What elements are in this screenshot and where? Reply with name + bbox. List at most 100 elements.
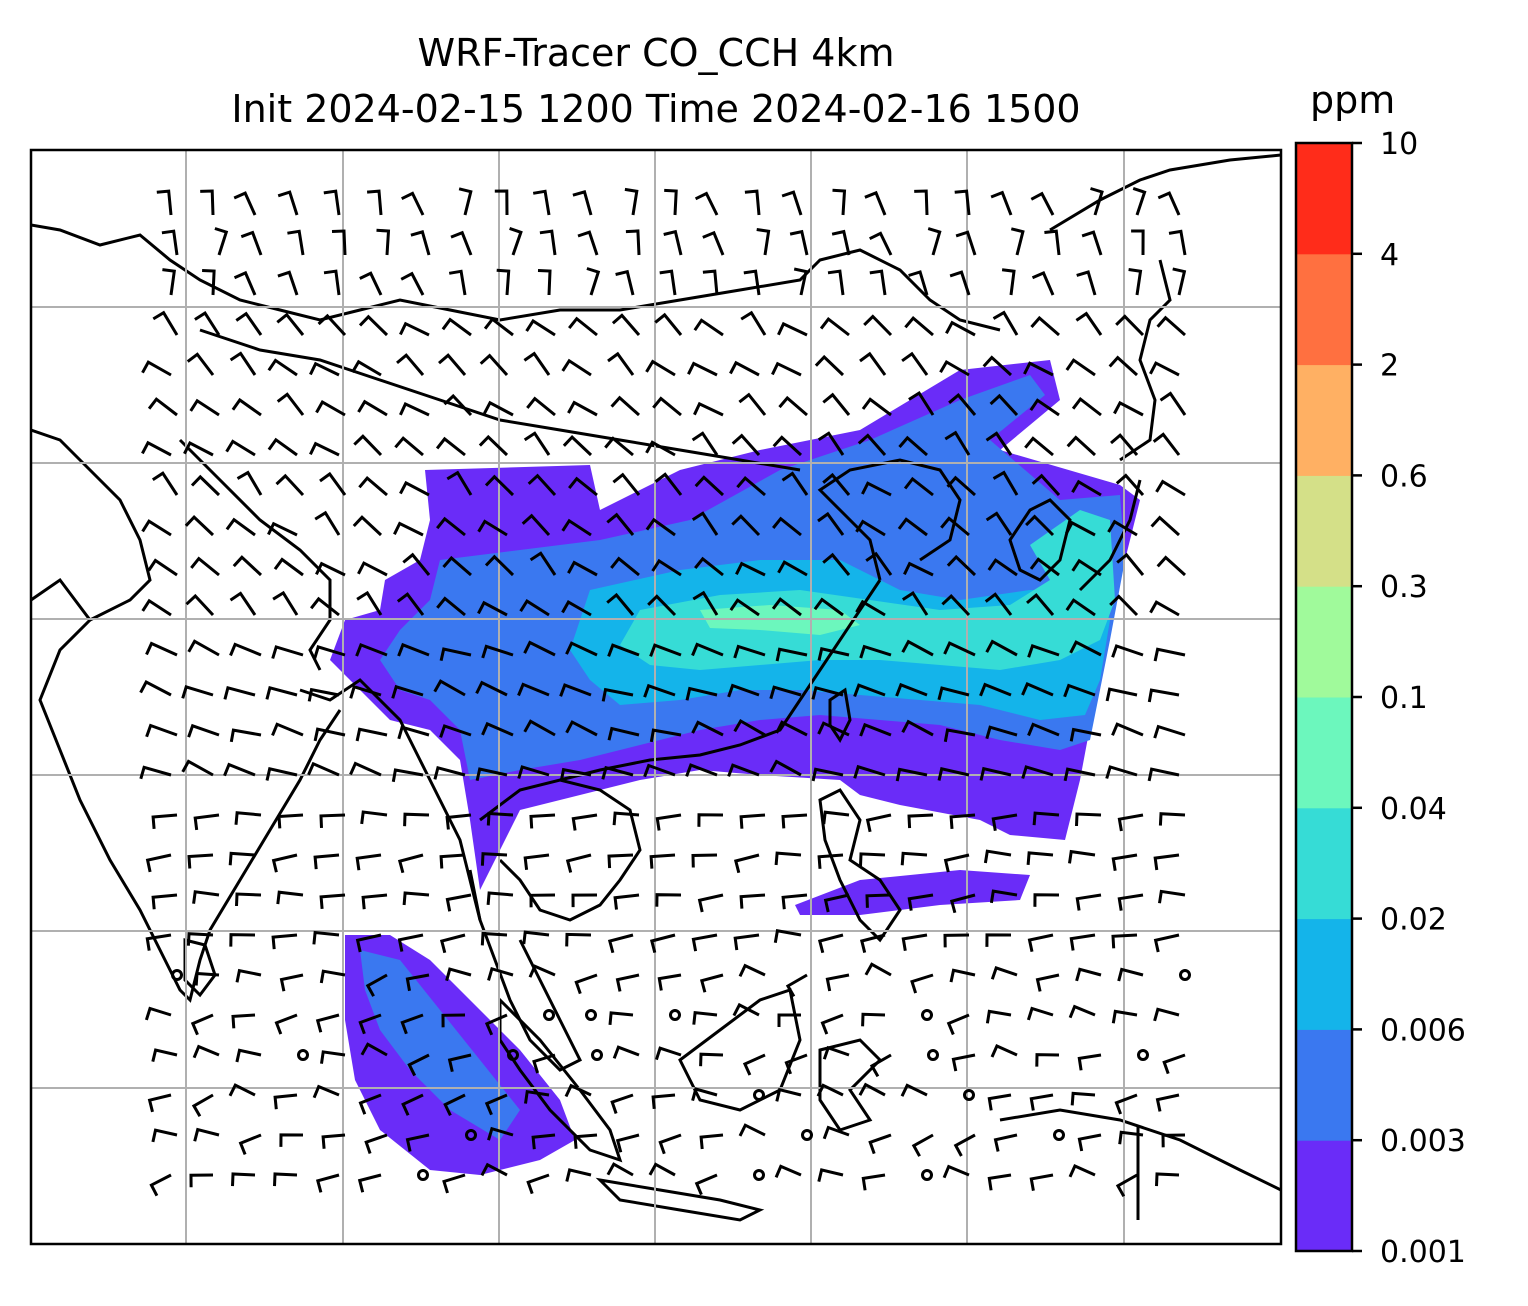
wind-barb: [1063, 767, 1096, 782]
wind-barb: [1027, 643, 1060, 658]
wind-barb: [1149, 361, 1180, 377]
wind-barb: [731, 433, 761, 456]
wind-barb: [697, 813, 724, 827]
wind-barb: [235, 311, 263, 336]
wind-barb: [528, 964, 556, 978]
wind-barb: [564, 1083, 592, 1098]
colorbar-segment: [1296, 807, 1352, 920]
wind-barb: [537, 269, 552, 296]
wind-barb: [1081, 230, 1103, 256]
wind-barb: [396, 592, 425, 616]
wind-barb-calm: [927, 1049, 939, 1061]
wind-barb: [985, 639, 1018, 657]
wind-barb: [399, 402, 430, 417]
wind-barb: [484, 554, 515, 577]
wind-barb: [1111, 1009, 1138, 1024]
wind-barb: [1026, 851, 1054, 866]
wind-barb: [200, 189, 215, 216]
wind-barb: [145, 853, 172, 873]
wind-barb: [310, 596, 340, 617]
wind-barb: [895, 682, 928, 697]
wind-barb: [775, 720, 808, 737]
wind-barb: [601, 687, 634, 702]
wind-barb: [355, 727, 388, 742]
wind-barb: [139, 679, 172, 697]
wind-barb: [756, 228, 771, 256]
wind-barb-calm: [669, 1009, 681, 1021]
wind-barb: [942, 1164, 970, 1179]
wind-barb: [1021, 765, 1054, 779]
wind-barb: [568, 316, 598, 337]
wind-barb: [659, 269, 677, 296]
wind-barb: [811, 685, 844, 700]
wind-barb: [654, 472, 683, 496]
wind-barb: [1153, 647, 1186, 662]
wind-barb: [953, 1133, 976, 1157]
wind-barb: [1077, 1053, 1102, 1071]
wind-barb: [443, 1093, 466, 1117]
korea: [1008, 498, 1072, 582]
wind-barb: [937, 686, 970, 701]
wind-barb: [496, 268, 511, 296]
colorbar-tick-label: 0.3: [1380, 570, 1428, 605]
wind-barb: [907, 893, 934, 911]
wind-barb: [990, 190, 1013, 216]
chart-subtitle: Init 2024-02-15 1200 Time 2024-02-16 150…: [231, 87, 1081, 131]
wind-barb: [445, 967, 472, 982]
wind-barb: [524, 1089, 550, 1104]
wind-barb: [189, 398, 220, 417]
wind-barb: [651, 1093, 676, 1110]
wind-barb: [946, 554, 977, 577]
colorbar-segment: [1296, 586, 1352, 698]
wind-barb: [402, 552, 431, 576]
wind-barb: [692, 1010, 718, 1025]
wind-barb: [1069, 933, 1096, 951]
wind-barb: [985, 725, 1018, 740]
wind-barb-calm: [417, 1169, 429, 1181]
wind-barb: [607, 643, 640, 657]
wind-barb: [480, 852, 508, 866]
wind-barb: [649, 643, 682, 657]
wind-barb: [144, 1006, 172, 1021]
wind-barb: [1029, 1173, 1054, 1191]
wind-barb: [313, 645, 346, 659]
wind-barb: [438, 353, 467, 376]
wind-barb: [509, 226, 523, 256]
wind-barb: [486, 891, 514, 906]
wind-barb: [279, 973, 304, 992]
wind-barb: [240, 230, 263, 256]
wind-barb: [859, 351, 887, 376]
wind-barb: [400, 1013, 424, 1035]
wind-barb: [771, 361, 802, 377]
wind-barb: [729, 598, 760, 617]
wind-barb: [855, 519, 886, 537]
wind-barb: [317, 313, 347, 337]
wind-barb: [358, 475, 388, 497]
wind-barb: [1075, 967, 1102, 982]
wind-barb: [309, 441, 340, 457]
wind-barb: [276, 312, 305, 336]
wind-barb: [364, 1133, 388, 1154]
indochina-coast: [479, 778, 642, 922]
wind-barb: [859, 852, 886, 866]
wind-barb: [831, 229, 851, 256]
wind-barb: [527, 473, 557, 497]
wind-barb: [572, 190, 593, 216]
philippines: [818, 788, 902, 943]
wind-barb: [307, 687, 340, 702]
wind-barb: [955, 230, 977, 256]
wind-barb: [187, 639, 220, 657]
wind-barb: [685, 686, 718, 701]
wind-barb: [152, 310, 179, 336]
wind-barb: [313, 727, 346, 742]
wind-barb: [478, 434, 509, 457]
wind-barb: [1117, 967, 1144, 982]
wind-barb: [940, 516, 970, 537]
wind-barb: [601, 765, 634, 780]
map-area: [31, 150, 1281, 1244]
wind-barb: [691, 1087, 718, 1101]
wind-barb: [486, 811, 514, 826]
colorbar-segment: [1296, 475, 1352, 587]
wind-barb: [1115, 473, 1145, 496]
wind-barb: [1159, 391, 1187, 416]
